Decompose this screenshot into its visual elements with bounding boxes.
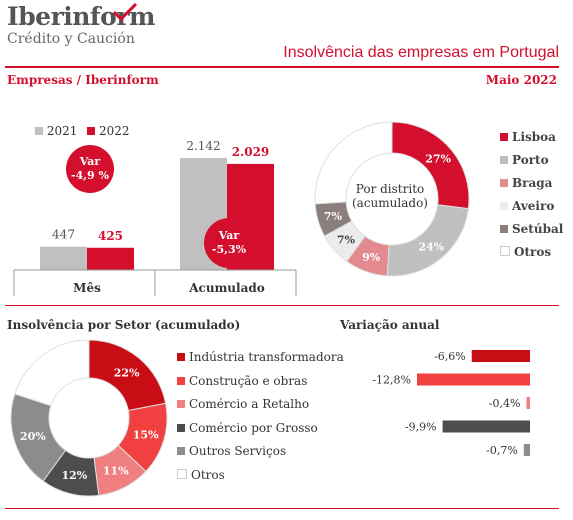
legend-label: Porto	[512, 153, 549, 167]
district-slice-label: 24%	[418, 240, 444, 253]
page-title: Insolvência das empresas em Portugal	[283, 44, 559, 61]
variation-title: Variação anual	[340, 318, 440, 332]
legend-label: Setúbal	[512, 222, 564, 236]
district-legend-item: Setúbal	[500, 222, 563, 238]
district-legend-item: Porto	[500, 153, 563, 169]
legend-label: Comércio por Grosso	[189, 420, 318, 435]
category-label: Mês	[73, 281, 101, 295]
sector-legend-item: Outros Serviços	[177, 444, 344, 468]
district-legend-item: Braga	[500, 176, 563, 192]
bar-value-label: 425	[98, 229, 123, 243]
legend-swatch	[177, 400, 185, 408]
sector-legend: Indústria transformadora Construção e obr…	[177, 350, 344, 491]
legend-swatch	[177, 353, 185, 361]
district-slice-label: 9%	[362, 251, 381, 264]
district-legend: Lisboa Porto Braga Aveiro Setúbal Otros	[500, 130, 563, 268]
variation-bar-1	[417, 373, 530, 386]
sector-legend-item: Construção e obras	[177, 374, 344, 398]
variation-bar-3	[442, 420, 530, 433]
legend-swatch	[500, 179, 508, 187]
bar-2021-0	[40, 246, 87, 270]
legend-label: Aveiro	[512, 199, 555, 213]
variation-value-label: -6,6%	[434, 350, 466, 363]
section-divider	[5, 305, 559, 306]
legend-label: Construção e obras	[189, 373, 308, 388]
legend-swatch	[500, 133, 508, 141]
legend-label: Otros	[191, 467, 225, 482]
logo-name: Iberinform	[7, 2, 155, 31]
variation-bar-2	[526, 397, 530, 409]
sector-legend-item: Comércio por Grosso	[177, 421, 344, 445]
bar-value-label: 2.029	[232, 145, 270, 159]
sector-title: Insolvência por Setor (acumulado)	[7, 318, 241, 332]
variation-bar-0	[471, 350, 530, 362]
sector-legend-item: Indústria transformadora	[177, 350, 344, 374]
bar-value-label: 2.142	[186, 139, 220, 153]
bar-legend: 2021 2022	[35, 124, 130, 138]
legend-swatch	[177, 423, 185, 432]
legend-swatch	[500, 156, 508, 164]
sector-slice-5	[14, 339, 90, 407]
legend-swatch	[177, 468, 187, 479]
sector-slice-label: 22%	[114, 367, 140, 380]
footer-divider	[5, 508, 559, 509]
logo-subtitle: Crédito y Caución	[7, 31, 135, 47]
legend-swatch	[500, 225, 508, 233]
variation-bar-4	[523, 444, 530, 456]
sector-slice-label: 20%	[20, 430, 46, 443]
variation-value-label: -12,8%	[372, 374, 411, 387]
variation-badge-month: Var -4,9 %	[66, 145, 114, 193]
bar-value-label: 447	[52, 228, 75, 242]
variation-value-label: -9,9%	[405, 421, 437, 434]
legend-swatch-2022	[87, 127, 96, 135]
variation-value-label: -0,4%	[489, 397, 521, 410]
legend-label-2022: 2022	[99, 124, 130, 138]
logo-mark-icon	[112, 3, 138, 22]
district-legend-item: Lisboa	[500, 130, 563, 146]
legend-label: Braga	[512, 176, 553, 190]
bar-2022-0	[87, 247, 134, 270]
variation-badge-accumulated: Var -5,3%	[204, 218, 254, 268]
legend-swatch-2021	[35, 127, 43, 135]
district-legend-item: Aveiro	[500, 199, 563, 215]
district-legend-item: Otros	[500, 245, 563, 261]
district-center-label: Por distrito (acumulado)	[352, 182, 428, 210]
sector-slice-label: 15%	[133, 428, 159, 441]
legend-label: Comércio a Retalho	[189, 397, 310, 411]
legend-swatch	[177, 376, 185, 385]
district-slice-5	[314, 121, 393, 205]
legend-label-2021: 2021	[46, 124, 78, 138]
sector-slice-label: 11%	[103, 465, 129, 478]
legend-label: Outros Serviços	[189, 444, 287, 458]
legend-swatch	[500, 202, 508, 210]
variation-value-label: -0,7%	[486, 444, 518, 457]
sector-legend-item: Comércio a Retalho	[177, 397, 344, 421]
district-slice-label: 7%	[337, 234, 356, 247]
date-label: Maio 2022	[485, 73, 557, 87]
district-slice-label: 7%	[324, 210, 343, 223]
sector-legend-item: Otros	[177, 468, 344, 492]
legend-label: Lisboa	[512, 130, 556, 144]
header-divider	[5, 66, 559, 68]
legend-swatch	[500, 246, 510, 256]
legend-swatch	[177, 447, 185, 455]
sector-slice-label: 12%	[61, 469, 87, 482]
source-label: Empresas / Iberinform	[7, 73, 159, 87]
category-label: Acumulado	[188, 281, 265, 295]
legend-label: Indústria transformadora	[189, 350, 344, 364]
district-slice-label: 27%	[425, 152, 451, 165]
legend-label: Otros	[514, 245, 552, 259]
